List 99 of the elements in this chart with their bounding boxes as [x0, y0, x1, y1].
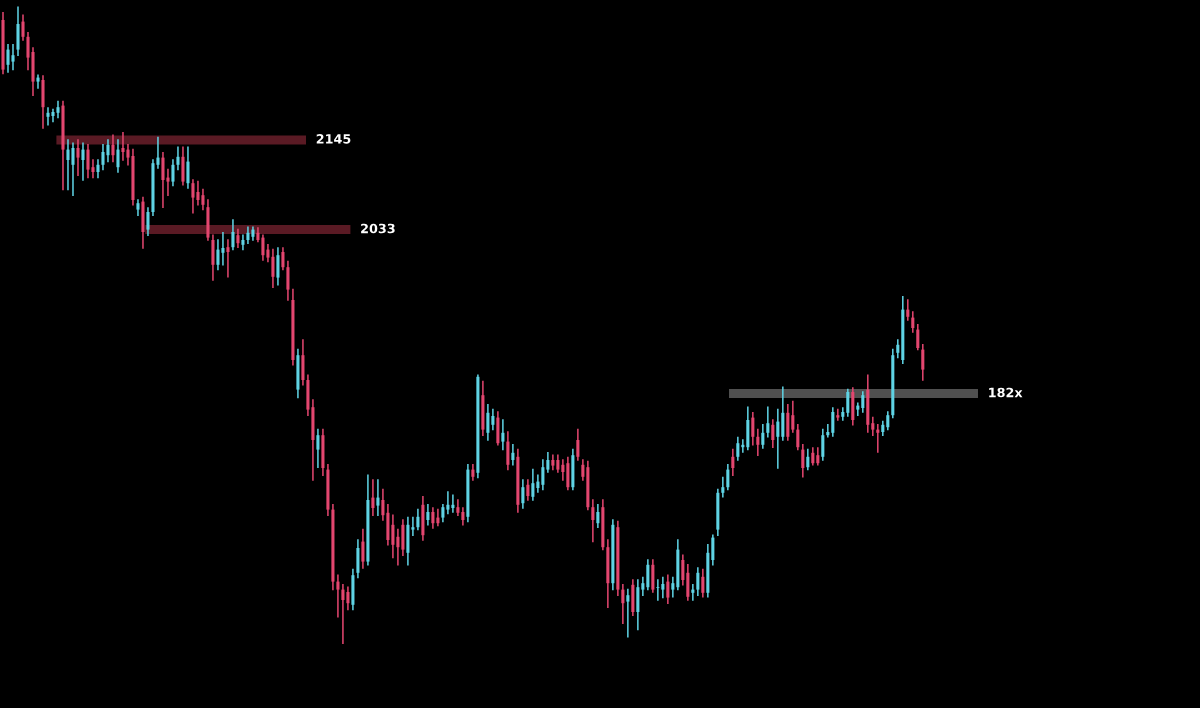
candlestick — [661, 576, 665, 599]
candlestick — [451, 494, 455, 513]
candlestick — [566, 456, 570, 491]
candlestick — [621, 584, 625, 624]
candlestick — [541, 459, 545, 491]
candlestick — [721, 476, 725, 498]
candlestick — [561, 459, 565, 481]
candlestick — [176, 146, 180, 171]
ref-line-label: 182x — [989, 387, 1023, 398]
candlestick — [431, 507, 435, 529]
candlestick — [486, 404, 490, 441]
candlestick — [501, 419, 505, 451]
candlestick — [341, 584, 345, 644]
candlestick — [681, 554, 685, 586]
candlestick — [226, 239, 230, 278]
candlestick — [276, 247, 280, 286]
candlestick — [36, 74, 40, 89]
candlestick — [76, 139, 80, 176]
candlestick — [916, 324, 920, 351]
candlestick — [186, 146, 190, 189]
candlestick — [836, 408, 840, 421]
candlestick — [511, 444, 515, 466]
candlestick — [531, 468, 535, 501]
candlestick — [731, 448, 735, 476]
candlestick — [861, 391, 865, 413]
candlestick — [701, 568, 705, 598]
candlestick — [281, 247, 285, 271]
candlestick — [536, 474, 540, 493]
candlestick — [371, 479, 375, 516]
candlestick — [426, 504, 430, 526]
candlestick — [396, 528, 400, 566]
candlestick — [316, 428, 320, 468]
candlestick — [286, 260, 290, 301]
candlestick — [271, 248, 275, 288]
candlestick — [786, 404, 790, 441]
candlestick — [171, 159, 175, 187]
candlestick — [781, 386, 785, 441]
candlestick — [81, 142, 85, 181]
candlestick — [591, 499, 595, 543]
candlestick — [391, 514, 395, 559]
candlestick — [411, 516, 415, 536]
candlestick — [796, 424, 800, 451]
ref-line-label: 2033 — [361, 223, 395, 234]
candlestick — [666, 574, 670, 604]
candlestick — [766, 406, 770, 438]
candlestick — [736, 436, 740, 461]
candlestick — [776, 408, 780, 469]
candlestick — [381, 488, 385, 521]
candlestick — [696, 567, 700, 596]
candlestick — [671, 576, 675, 598]
candlestick — [821, 428, 825, 461]
candlestick — [801, 444, 805, 478]
candlestick — [551, 454, 555, 471]
candlestick — [906, 299, 910, 321]
candlestick — [691, 584, 695, 601]
candlestick — [346, 586, 350, 611]
candlestick — [21, 14, 25, 41]
ref-line-label: 2145 — [316, 134, 351, 144]
candlestick — [336, 574, 340, 618]
candlestick — [751, 412, 755, 446]
candlestick — [146, 207, 150, 236]
candlestick — [806, 448, 810, 471]
candlestick — [921, 344, 925, 381]
candlestick — [246, 226, 250, 244]
candlestick — [241, 234, 245, 251]
candlestick — [726, 464, 730, 491]
candlestick — [756, 428, 760, 456]
candlestick — [576, 428, 580, 461]
candlestick — [646, 559, 650, 591]
candlestick — [361, 528, 365, 569]
candlestick — [446, 491, 450, 515]
candlestick — [711, 534, 715, 566]
candlestick — [581, 459, 585, 481]
candlestick — [261, 234, 265, 261]
candlestick — [831, 407, 835, 437]
candlestick — [846, 388, 850, 417]
candlestick — [791, 400, 795, 433]
candlestick — [761, 424, 765, 449]
candlestick — [826, 424, 830, 438]
candlestick — [116, 139, 120, 173]
candlestick — [456, 499, 460, 516]
candlestick — [626, 588, 630, 638]
candlestick — [911, 311, 915, 333]
candlestick — [521, 479, 525, 509]
candlestick — [856, 402, 860, 416]
candlestick — [416, 508, 420, 531]
candlestick — [231, 219, 235, 251]
candlestick — [491, 408, 495, 431]
candlestick — [656, 579, 660, 601]
candlestick — [506, 431, 510, 471]
candlestick — [111, 134, 115, 163]
candlestick — [686, 564, 690, 601]
candlestick — [876, 424, 880, 453]
candlestick — [771, 419, 775, 448]
candlestick — [526, 479, 530, 501]
candlestick — [841, 407, 845, 421]
candlestick — [546, 452, 550, 473]
candlestick — [376, 479, 380, 516]
candlestick — [596, 504, 600, 528]
